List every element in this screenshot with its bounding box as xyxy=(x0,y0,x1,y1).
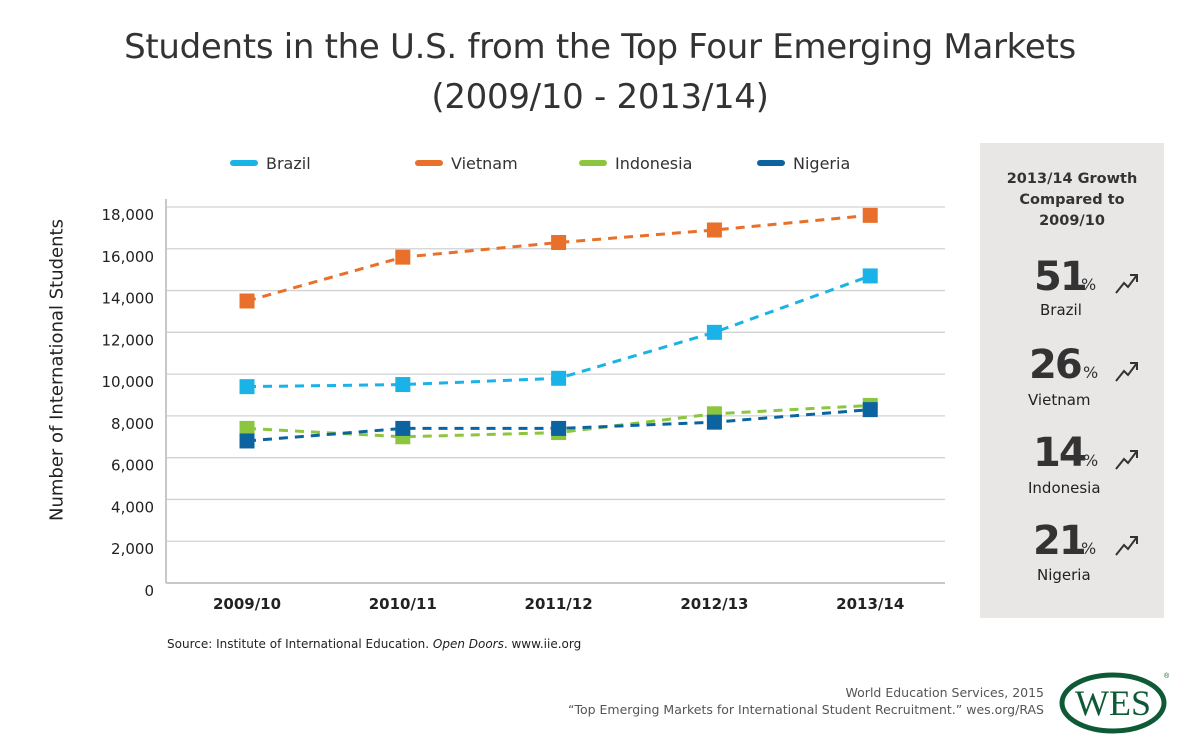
growth-panel-title-line1: 2013/14 Growth xyxy=(1006,171,1138,187)
credit-line2: “Top Emerging Markets for International … xyxy=(567,702,1044,717)
chart-title-line2: (2009/10 - 2013/14) xyxy=(431,77,769,117)
source-prefix: Source: Institute of International Educa… xyxy=(167,637,433,651)
growth-stat-indonesia: 14 % Indonesia xyxy=(980,431,1164,501)
x-tick-label: 2009/10 xyxy=(213,595,281,613)
series-markers xyxy=(239,207,878,449)
growth-country: Indonesia xyxy=(1028,479,1101,497)
growth-value: 51 xyxy=(1034,254,1088,300)
chart-title-line1: Students in the U.S. from the Top Four E… xyxy=(124,27,1076,67)
legend-swatch-indonesia xyxy=(579,160,607,166)
y-tick-label: 6,000 xyxy=(111,457,154,475)
data-point-nigeria xyxy=(239,433,255,449)
data-point-vietnam xyxy=(395,249,411,265)
y-tick-label: 4,000 xyxy=(111,498,154,516)
data-point-brazil xyxy=(395,377,411,393)
percent-sign: % xyxy=(1083,451,1099,470)
percent-sign: % xyxy=(1081,275,1097,294)
y-tick-label: 12,000 xyxy=(102,331,155,349)
data-point-indonesia xyxy=(239,420,255,436)
legend-label-brazil: Brazil xyxy=(266,153,311,173)
legend-item-indonesia: Indonesia xyxy=(579,150,692,176)
legend-label-vietnam: Vietnam xyxy=(451,153,518,173)
growth-value: 26 xyxy=(1029,342,1083,388)
data-point-brazil xyxy=(551,370,567,386)
credit-note: World Education Services, 2015 “Top Emer… xyxy=(568,684,1044,718)
wes-logo-text: WES xyxy=(1075,683,1151,723)
y-tick-label: 16,000 xyxy=(102,248,155,266)
legend-label-indonesia: Indonesia xyxy=(615,153,693,173)
data-point-vietnam xyxy=(706,222,722,238)
x-tick-label: 2011/12 xyxy=(525,595,593,613)
legend-swatch-nigeria xyxy=(757,160,785,166)
data-point-nigeria xyxy=(551,420,567,436)
data-point-brazil xyxy=(706,324,722,340)
growth-country: Brazil xyxy=(1040,301,1082,319)
growth-value: 14 xyxy=(1033,430,1087,476)
trend-up-icon xyxy=(1115,362,1138,382)
source-suffix: . www.iie.org xyxy=(503,637,582,651)
growth-panel: 2013/14 Growth Compared to 2009/10 51 % … xyxy=(980,143,1164,618)
growth-country: Nigeria xyxy=(1037,566,1091,584)
wes-logo: WES ® xyxy=(1059,672,1170,734)
trend-up-icon xyxy=(1115,274,1138,294)
percent-sign: % xyxy=(1081,539,1097,558)
growth-panel-title-line3: 2009/10 xyxy=(1039,213,1105,229)
growth-panel-title: 2013/14 Growth Compared to 2009/10 xyxy=(980,169,1164,232)
y-tick-label: 0 xyxy=(144,582,154,600)
data-point-brazil xyxy=(239,379,255,395)
growth-stat-nigeria: 21 % Nigeria xyxy=(980,519,1164,589)
registered-mark: ® xyxy=(1164,672,1170,680)
y-tick-label: 14,000 xyxy=(102,290,155,308)
data-point-vietnam xyxy=(239,293,255,309)
series-line-vietnam xyxy=(246,213,871,303)
y-tick-label: 10,000 xyxy=(102,373,155,391)
source-publication: Open Doors xyxy=(432,637,504,651)
legend-item-vietnam: Vietnam xyxy=(415,150,518,176)
legend-label-nigeria: Nigeria xyxy=(793,153,851,173)
legend-item-brazil: Brazil xyxy=(230,150,311,176)
y-tick-label: 8,000 xyxy=(111,415,154,433)
data-point-nigeria xyxy=(706,414,722,430)
legend-swatch-vietnam xyxy=(415,160,443,166)
x-tick-label: 2013/14 xyxy=(836,595,904,613)
chart-title: Students in the U.S. from the Top Four E… xyxy=(0,22,1200,122)
data-point-nigeria xyxy=(395,420,411,436)
y-tick-labels: 0 2,000 4,000 6,000 8,000 10,000 12,000 14,000 1… xyxy=(102,206,155,600)
y-tick-label: 18,000 xyxy=(102,206,155,224)
x-tick-label: 2012/13 xyxy=(680,595,748,613)
growth-country: Vietnam xyxy=(1028,391,1091,409)
data-point-nigeria xyxy=(862,402,878,418)
data-point-vietnam xyxy=(862,207,878,223)
percent-sign: % xyxy=(1083,363,1099,382)
trend-up-icon xyxy=(1115,450,1138,470)
data-point-brazil xyxy=(862,268,878,284)
growth-stat-vietnam: 26 % Vietnam xyxy=(980,343,1164,413)
trend-up-icon xyxy=(1115,536,1138,556)
growth-stat-brazil: 51 % Brazil xyxy=(980,255,1164,325)
x-tick-label: 2010/11 xyxy=(369,595,437,613)
data-point-vietnam xyxy=(551,235,567,251)
growth-panel-title-line2: Compared to xyxy=(1019,192,1125,208)
series-line-brazil xyxy=(246,274,871,389)
growth-value: 21 xyxy=(1033,518,1087,564)
y-tick-label: 2,000 xyxy=(111,540,154,558)
legend-swatch-brazil xyxy=(230,160,258,166)
credit-line1: World Education Services, 2015 xyxy=(845,685,1044,700)
source-note: Source: Institute of International Educa… xyxy=(167,637,581,651)
axes xyxy=(165,199,945,584)
x-tick-labels: 2009/10 2010/11 2011/12 2012/13 2013/14 xyxy=(213,595,904,613)
legend-item-nigeria: Nigeria xyxy=(757,150,850,176)
